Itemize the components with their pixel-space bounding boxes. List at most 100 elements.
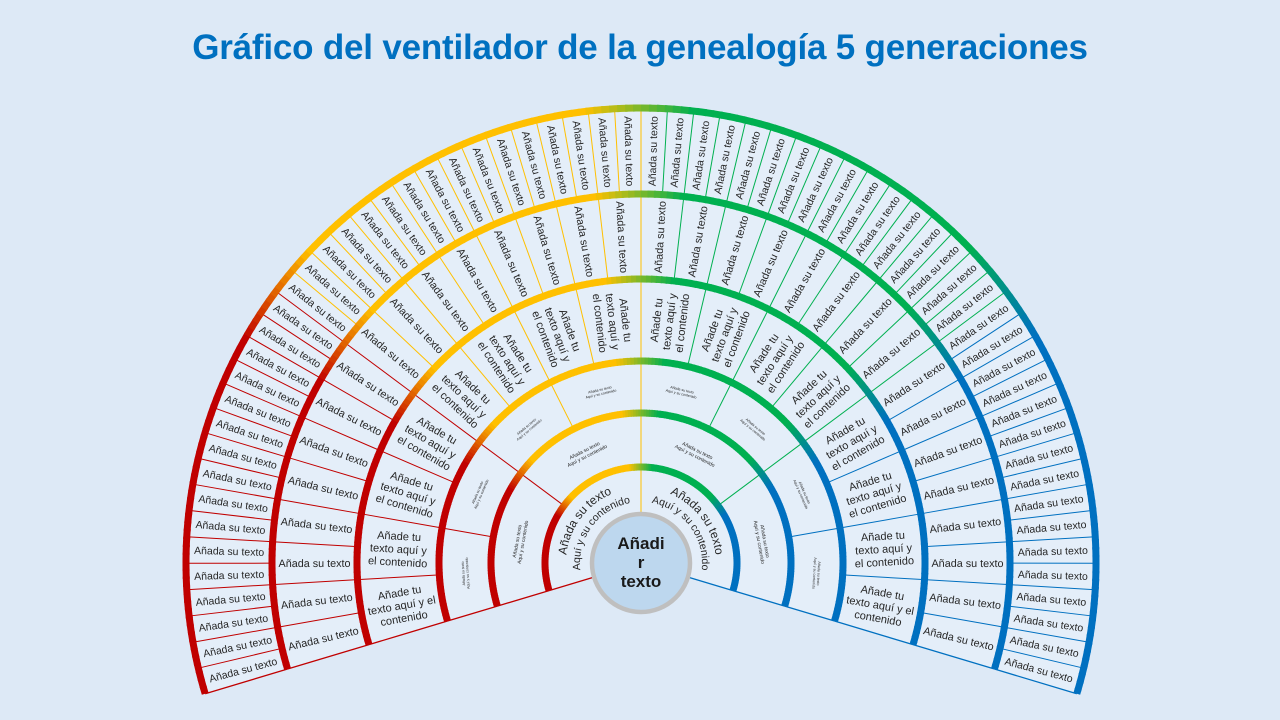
fan-segment[interactable] <box>192 627 282 669</box>
fan-segment[interactable] <box>390 169 457 255</box>
fan-segment[interactable] <box>292 250 373 326</box>
fan-segment[interactable] <box>1000 458 1090 500</box>
fan-segment[interactable] <box>213 382 303 437</box>
fan-segment[interactable] <box>806 156 869 244</box>
fan-segment[interactable] <box>768 233 844 326</box>
fan-segment[interactable] <box>234 335 322 398</box>
fan-segment[interactable] <box>726 120 772 210</box>
fan-segment[interactable] <box>803 393 902 484</box>
fan-segment[interactable] <box>718 473 791 607</box>
fan-segment[interactable] <box>746 127 797 217</box>
fan-segment[interactable] <box>555 196 609 287</box>
fan-segment[interactable] <box>460 135 515 225</box>
fan-segment[interactable] <box>920 579 1010 628</box>
fan-segment[interactable] <box>277 612 369 670</box>
fan-segment[interactable] <box>923 270 1007 343</box>
fan-segment[interactable] <box>705 114 746 204</box>
fan-segment[interactable] <box>767 135 822 225</box>
fan-segment[interactable] <box>328 214 404 295</box>
fan-segment[interactable] <box>878 214 954 295</box>
fan-segment[interactable] <box>641 413 762 506</box>
fan-segment[interactable] <box>272 579 362 628</box>
fan-segment[interactable] <box>826 450 921 529</box>
fan-segment[interactable] <box>520 413 641 506</box>
fan-segment[interactable] <box>894 232 973 310</box>
fan-segment[interactable] <box>641 467 738 591</box>
fan-segment[interactable] <box>843 182 913 268</box>
fan-segment[interactable] <box>706 203 768 297</box>
fan-segment[interactable] <box>275 270 359 343</box>
fan-segment[interactable] <box>302 378 395 451</box>
fan-segment[interactable] <box>1009 536 1096 564</box>
fan-segment[interactable] <box>561 111 599 200</box>
fan-segment[interactable] <box>369 182 439 268</box>
fan-segment[interactable] <box>1004 484 1093 521</box>
fan-segment[interactable] <box>979 382 1069 437</box>
fan-segment[interactable] <box>1009 563 1096 590</box>
fan-segment[interactable] <box>403 254 485 346</box>
fan-segment[interactable] <box>913 457 1005 514</box>
fan-segment[interactable] <box>321 342 414 422</box>
fan-segment[interactable] <box>205 407 295 458</box>
fan-segment[interactable] <box>683 111 721 200</box>
fan-segment[interactable] <box>272 541 358 585</box>
fan-segment[interactable] <box>198 648 288 694</box>
fan-segment[interactable] <box>438 528 498 622</box>
fan-segment[interactable] <box>260 291 345 361</box>
fan-segment[interactable] <box>913 612 1005 670</box>
fan-segment[interactable] <box>909 250 990 326</box>
center-node[interactable]: Añadi r texto <box>589 511 693 615</box>
fan-segment[interactable] <box>372 280 459 369</box>
fan-segment[interactable] <box>189 484 278 521</box>
fan-segment[interactable] <box>761 442 840 538</box>
fan-segment[interactable] <box>614 108 641 195</box>
fan-segment[interactable] <box>458 309 551 409</box>
fan-segment[interactable] <box>784 528 844 622</box>
fan-segment[interactable] <box>825 169 892 255</box>
fan-segment[interactable] <box>708 382 804 474</box>
fan-segment[interactable] <box>839 513 925 580</box>
fan-segment[interactable] <box>536 114 577 204</box>
fan-segment[interactable] <box>994 648 1084 694</box>
fan-segment[interactable] <box>887 378 980 451</box>
fan-segment[interactable] <box>223 358 312 417</box>
fan-segment[interactable] <box>478 382 574 474</box>
fan-segment[interactable] <box>513 286 595 383</box>
fan-segment[interactable] <box>309 232 388 310</box>
fan-segment[interactable] <box>246 313 333 379</box>
fan-segment[interactable] <box>1000 627 1090 669</box>
fan-segment[interactable] <box>641 279 707 367</box>
fan-segment[interactable] <box>442 442 521 538</box>
fan-segment[interactable] <box>868 342 961 422</box>
fan-segment[interactable] <box>544 467 641 591</box>
fan-segment[interactable] <box>960 335 1048 398</box>
fan-segment[interactable] <box>475 216 544 310</box>
fan-segment[interactable] <box>738 216 807 310</box>
fan-segment[interactable] <box>277 457 369 514</box>
fan-segment[interactable] <box>438 233 514 326</box>
fan-segment[interactable] <box>1004 606 1093 643</box>
fan-segment[interactable] <box>357 513 443 580</box>
fan-segment[interactable] <box>598 194 641 281</box>
fan-segment[interactable] <box>491 473 564 607</box>
fan-segment[interactable] <box>987 407 1077 458</box>
fan-segment[interactable] <box>413 156 476 244</box>
fan-segment[interactable] <box>937 291 1022 361</box>
fan-segment[interactable] <box>970 358 1059 417</box>
fan-segment[interactable] <box>514 203 576 297</box>
fan-segment[interactable] <box>673 196 727 287</box>
fan-segment[interactable] <box>189 606 278 643</box>
fan-segment[interactable] <box>344 309 435 394</box>
fan-segment[interactable] <box>348 198 421 281</box>
fan-segment[interactable] <box>797 254 879 346</box>
fan-segment[interactable] <box>731 309 824 409</box>
fan-segment[interactable] <box>510 120 556 210</box>
fan-segment[interactable] <box>287 416 381 482</box>
fan-segment[interactable] <box>901 416 995 482</box>
fan-segment[interactable] <box>485 127 536 217</box>
fan-segment[interactable] <box>687 286 769 383</box>
fan-segment[interactable] <box>861 198 934 281</box>
fan-segment[interactable] <box>641 194 684 281</box>
fan-segment[interactable] <box>380 393 479 484</box>
fan-segment[interactable] <box>994 432 1084 479</box>
